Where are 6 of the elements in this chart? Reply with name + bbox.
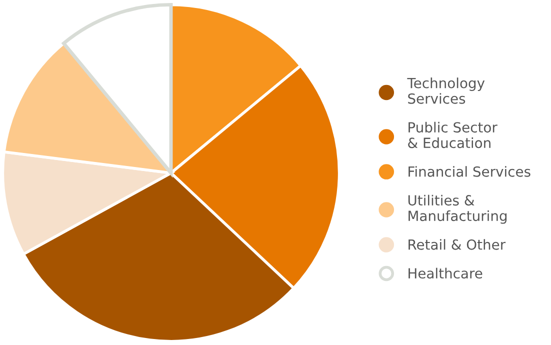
legend-label: Utilities & Manufacturing xyxy=(408,194,507,224)
legend-label: Technology Services xyxy=(407,78,485,104)
legend-label: Public Sector & Education xyxy=(408,122,498,148)
legend-label: Retail & Other xyxy=(408,239,506,250)
legend-label: Healthcare xyxy=(408,268,482,279)
legend-label: Financial Services xyxy=(408,166,530,177)
